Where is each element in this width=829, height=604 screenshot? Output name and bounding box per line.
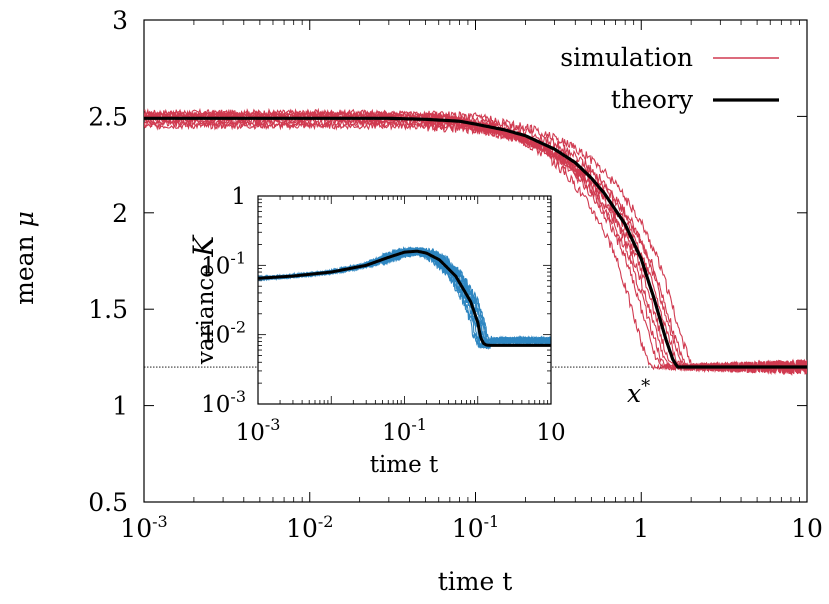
legend: simulation theory <box>560 43 779 114</box>
main-ticks: 10-3 10-2 10-1 1 100.511.522.53 <box>88 6 823 543</box>
inset-y-tick-label-1: 10-2 <box>201 318 246 349</box>
y-tick-label-2: 1.5 <box>88 295 128 324</box>
y-axis-title-text: mean <box>10 235 39 305</box>
reference-label-sup: * <box>641 376 650 397</box>
x-tick-label-1-exp: -2 <box>318 512 334 531</box>
inset-x-tick-label-2: 10 <box>536 420 565 446</box>
inset-theory-curve <box>258 249 551 347</box>
inset-x-tick-label-2-base: 10 <box>536 420 565 446</box>
x-tick-label-4-base: 10 <box>791 514 823 543</box>
inset-x-tick-label-0-base: 10 <box>236 420 265 446</box>
y-tick-label-3: 2 <box>112 199 128 228</box>
x-tick-label-1-base: 10 <box>286 514 318 543</box>
inset-y-axis-title-symbol: K <box>187 234 220 258</box>
legend-label-theory: theory <box>611 85 694 114</box>
x-tick-label-1: 10-2 <box>286 512 333 543</box>
y-axis-title: mean μ <box>10 211 39 305</box>
y-tick-label-0: 0.5 <box>88 488 128 517</box>
x-tick-label-0-base: 10 <box>120 514 152 543</box>
y-tick-label-1: 1 <box>112 392 128 421</box>
inset-y-tick-label-0-base: 10 <box>201 392 230 418</box>
inset-series <box>258 245 551 350</box>
inset-y-tick-label-1-exp: -2 <box>230 318 246 337</box>
inset-simulation-trajectory-9 <box>258 247 551 346</box>
x-tick-label-2-base: 10 <box>452 514 484 543</box>
reference-label: x* <box>627 376 650 408</box>
inset-x-tick-label-0: 10-3 <box>236 415 281 446</box>
main-series <box>144 107 807 377</box>
inset-y-axis-title: variance K <box>187 234 220 365</box>
x-tick-label-0: 10-3 <box>120 512 167 543</box>
inset-x-tick-label-0-exp: -3 <box>265 415 281 434</box>
x-tick-label-0-exp: -3 <box>152 512 168 531</box>
reference-label-base: x <box>627 379 641 408</box>
inset-y-tick-label-2: 10-1 <box>201 248 246 279</box>
simulation-trajectory-9 <box>144 109 807 375</box>
x-tick-label-2-exp: -1 <box>484 512 500 531</box>
x-tick-label-3: 1 <box>633 514 649 543</box>
inset-x-tick-label-1-exp: -1 <box>411 415 427 434</box>
inset-x-axis-title: time t <box>370 452 439 478</box>
inset-x-tick-label-1-base: 10 <box>382 420 411 446</box>
inset-y-axis-title-text: variance <box>193 264 219 365</box>
inset-y-tick-label-1-base: 10 <box>201 323 230 349</box>
main-plot: 10-3 10-2 10-1 1 100.511.522.53 x* simulatio… <box>10 6 823 596</box>
inset-y-tick-label-0-exp: -3 <box>230 387 246 406</box>
inset-y-tick-label-0: 10-3 <box>201 387 246 418</box>
inset-background <box>258 196 551 404</box>
y-axis-title-symbol: μ <box>10 211 39 227</box>
inset-y-tick-label-3: 1 <box>231 184 246 210</box>
x-tick-label-2: 10-1 <box>452 512 499 543</box>
y-tick-label-4: 2.5 <box>88 102 128 131</box>
y-tick-label-5: 3 <box>112 6 128 35</box>
x-axis-title: time t <box>438 567 513 596</box>
theory-curve <box>144 116 807 369</box>
legend-label-simulation: simulation <box>560 43 693 72</box>
inset-y-tick-label-3-base: 1 <box>231 184 246 210</box>
inset-y-tick-label-2-exp: -1 <box>230 248 246 267</box>
x-tick-label-4: 10 <box>791 514 823 543</box>
inset-y-tick-label-2-base: 10 <box>201 253 230 279</box>
x-tick-label-3-base: 1 <box>633 514 649 543</box>
inset-x-tick-label-1: 10-1 <box>382 415 427 446</box>
inset-plot-frame <box>257 195 552 405</box>
